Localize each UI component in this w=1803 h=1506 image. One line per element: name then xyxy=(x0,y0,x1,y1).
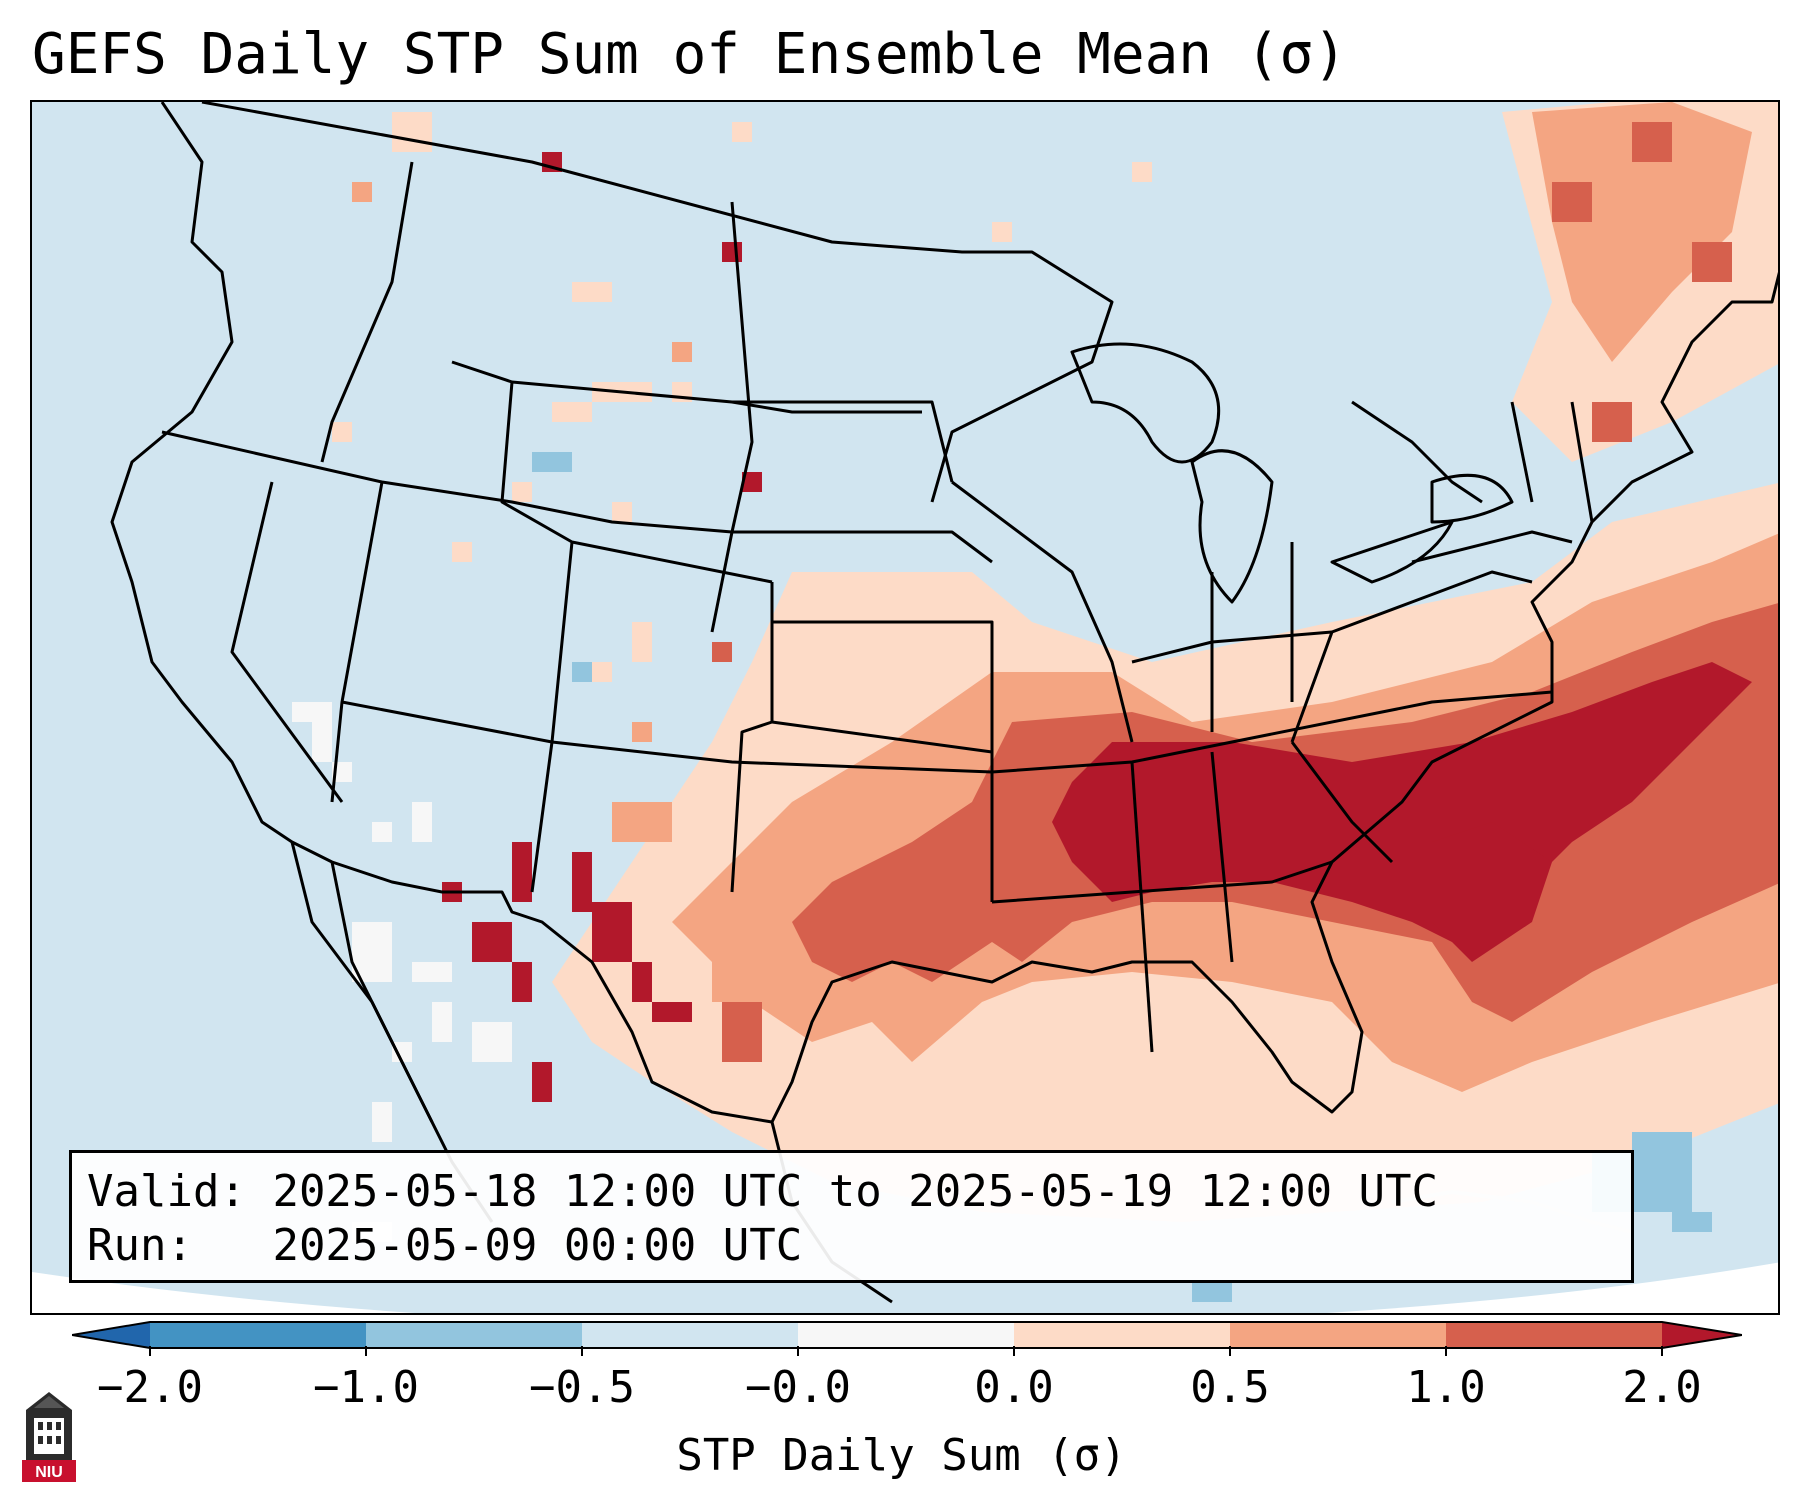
colorbar-tick-label: −0.0 xyxy=(745,1362,851,1413)
niu-logo: NIU xyxy=(22,1392,76,1482)
colorbar xyxy=(72,1321,1742,1349)
run-label: Run: xyxy=(87,1220,193,1271)
valid-value: 2025-05-18 12:00 UTC to 2025-05-19 12:00… xyxy=(272,1166,1439,1217)
colorbar-tick-label: 0.0 xyxy=(974,1362,1054,1413)
map-panel: Valid: 2025-05-18 12:00 UTC to 2025-05-1… xyxy=(30,100,1780,1315)
colorbar-segment xyxy=(798,1322,1015,1348)
colorbar-tick-label: 0.5 xyxy=(1190,1362,1270,1413)
colorbar-extend-high xyxy=(1662,1322,1742,1348)
colorbar-tick-mark xyxy=(797,1346,799,1356)
colorbar-tick-mark xyxy=(1445,1346,1447,1356)
chart-title: GEFS Daily STP Sum of Ensemble Mean (σ) xyxy=(32,22,1347,87)
colorbar-tick-label: −1.0 xyxy=(313,1362,419,1413)
logo-text: NIU xyxy=(35,1464,63,1481)
colorbar-label: STP Daily Sum (σ) xyxy=(676,1430,1127,1481)
valid-label: Valid: xyxy=(87,1166,246,1217)
colorbar-segment xyxy=(150,1322,367,1348)
colorbar-tick-label: −2.0 xyxy=(97,1362,203,1413)
valid-run-info-box: Valid: 2025-05-18 12:00 UTC to 2025-05-1… xyxy=(69,1150,1634,1283)
run-value: 2025-05-09 00:00 UTC xyxy=(272,1220,803,1271)
colorbar-tick-label: 1.0 xyxy=(1406,1362,1486,1413)
colorbar-tick-mark xyxy=(149,1346,151,1356)
colorbar-tick-label: 2.0 xyxy=(1622,1362,1702,1413)
colorbar-tick-mark xyxy=(581,1346,583,1356)
colorbar-tick-mark xyxy=(1013,1346,1015,1356)
valid-time-row: Valid: 2025-05-18 12:00 UTC to 2025-05-1… xyxy=(87,1165,1616,1219)
colorbar-tick-mark xyxy=(365,1346,367,1356)
anomaly-field xyxy=(32,102,1778,1313)
colorbar-tick-mark xyxy=(1229,1346,1231,1356)
colorbar-tick-mark xyxy=(1661,1346,1663,1356)
colorbar-segment xyxy=(1230,1322,1447,1348)
colorbar-segment xyxy=(1446,1322,1663,1348)
colorbar-segment xyxy=(366,1322,583,1348)
colorbar-segments xyxy=(150,1322,1663,1348)
colorbar-extend-low xyxy=(72,1322,150,1348)
colorbar-segment xyxy=(1014,1322,1231,1348)
colorbar-tick-label: −0.5 xyxy=(529,1362,635,1413)
run-time-row: Run: 2025-05-09 00:00 UTC xyxy=(87,1219,1616,1273)
colorbar-segment xyxy=(582,1322,799,1348)
